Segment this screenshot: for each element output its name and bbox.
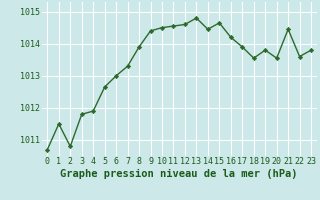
X-axis label: Graphe pression niveau de la mer (hPa): Graphe pression niveau de la mer (hPa) — [60, 169, 298, 179]
